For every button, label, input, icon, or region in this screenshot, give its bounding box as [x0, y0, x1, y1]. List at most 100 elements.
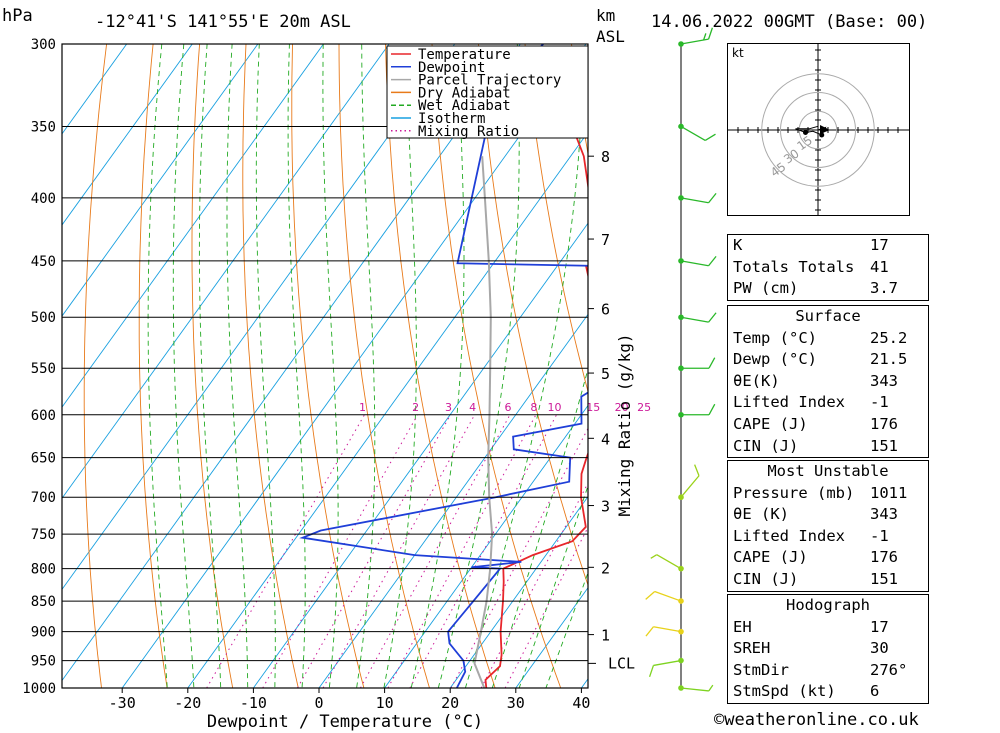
- most-unstable-value: 343: [870, 505, 898, 524]
- mixing-ratio-line: [480, 481, 588, 688]
- wet-adiabat-line: [287, 44, 306, 688]
- mixing-ratio-label: 4: [469, 401, 476, 414]
- dry-adiabat-line: [478, 44, 588, 587]
- surface-row: Lifted Index -1: [728, 392, 928, 414]
- hodograph-value: 6: [870, 682, 880, 701]
- index-value: 17: [870, 236, 889, 254]
- index-value: 41: [870, 257, 889, 276]
- wind-barb-shaft: [680, 316, 709, 323]
- storm-motion-marker: [820, 125, 830, 134]
- pressure-tick-label: 550: [31, 361, 56, 377]
- wind-barb-shaft: [680, 475, 700, 498]
- dry-adiabat-line: [932, 7, 1000, 714]
- dry-adiabat-line: [338, 44, 430, 688]
- wet-adiabat-line: [255, 44, 276, 688]
- wind-barb: [678, 192, 717, 204]
- pressure-unit-label: hPa: [2, 6, 33, 26]
- legend-label: Temperature: [418, 47, 511, 63]
- surface-value: 21.5: [870, 350, 908, 369]
- surface-row: CIN (J) 151: [728, 436, 928, 458]
- wind-barb-flag: [708, 192, 717, 204]
- mixing-ratio-label: 6: [504, 401, 511, 414]
- wet-adiabat-line: [545, 571, 588, 688]
- pressure-tick-label: 600: [31, 408, 56, 424]
- wet-adiabat-line: [322, 44, 339, 688]
- pressure-tick-label: 900: [31, 625, 56, 641]
- km-tick-label: 6: [601, 301, 610, 319]
- wind-barb-flag: [645, 626, 654, 637]
- most-unstable-panel: Most Unstable Pressure (mb) 1011 θE (K) 343…: [727, 460, 929, 592]
- wind-barb: [678, 684, 714, 692]
- wind-barb-flag: [650, 554, 658, 559]
- most-unstable-value: 176: [870, 548, 898, 567]
- x-tick-label: -30: [109, 694, 136, 712]
- wind-barb: [678, 123, 716, 142]
- surface-label: Temp (°C): [733, 328, 817, 347]
- isotherm-line: [62, 44, 325, 408]
- wind-barb: [648, 657, 684, 678]
- most-unstable-label: θE (K): [733, 505, 789, 524]
- profile-dewpoint: [299, 44, 588, 688]
- isotherm-line: [62, 44, 128, 135]
- mixing-ratio-line: [206, 414, 365, 688]
- hodograph-row: StmDir 276°: [728, 660, 928, 682]
- most-unstable-value: -1: [870, 526, 889, 545]
- hodograph-label: StmSpd (kt): [733, 682, 836, 701]
- profile-temperature: [484, 106, 588, 688]
- legend-label: Dry Adiabat: [418, 85, 511, 101]
- wind-barb: [678, 464, 700, 501]
- pressure-tick-label: 750: [31, 527, 56, 543]
- right-axis-label: Mixing Ratio (g/kg): [615, 333, 634, 516]
- most-unstable-row: Pressure (mb) 1011: [728, 483, 928, 505]
- surface-label: CAPE (J): [733, 414, 808, 433]
- x-tick-label: -10: [240, 694, 267, 712]
- wind-barb-flag: [708, 403, 716, 416]
- pressure-tick-label: 650: [31, 451, 56, 467]
- wind-barb-flag: [694, 464, 700, 477]
- hodograph-row: EH 17: [728, 617, 928, 639]
- most-unstable-row: θE (K) 343: [728, 504, 928, 526]
- hodograph-value: 30: [870, 639, 889, 658]
- km-tick-label: 1: [601, 627, 610, 645]
- mixing-ratio-line: [409, 414, 557, 688]
- surface-row: Dewp (°C) 21.5: [728, 349, 928, 371]
- isotherm-line: [384, 404, 588, 688]
- dry-adiabat-line: [431, 44, 562, 688]
- wind-barb-shaft: [653, 659, 682, 667]
- wind-barb-flag: [648, 665, 655, 678]
- profile-parcel-trajectory: [473, 156, 494, 688]
- mixing-ratio-label: 20: [615, 401, 629, 414]
- isotherm-line: [0, 0, 131, 714]
- legend-label: Mixing Ratio: [418, 124, 519, 140]
- mixing-ratio-label: 25: [637, 401, 651, 414]
- mixing-ratio-label: 10: [548, 401, 562, 414]
- wind-barb-flag: [645, 591, 656, 600]
- hodograph-value: 276°: [870, 660, 908, 679]
- wind-barb: [678, 255, 717, 267]
- legend-label: Parcel Trajectory: [418, 73, 561, 89]
- wet-adiabat-line: [518, 484, 588, 688]
- dry-adiabat-line: [291, 44, 365, 688]
- surface-row: Temp (°C) 25.2: [728, 328, 928, 350]
- isotherm-line: [62, 44, 193, 226]
- km-tick-label: 4: [601, 430, 610, 448]
- wind-barb: [678, 357, 716, 372]
- x-tick-label: 0: [314, 694, 323, 712]
- hodograph-title: Hodograph: [786, 596, 870, 614]
- wind-barb-flag: [708, 255, 717, 267]
- hodograph-value: 17: [870, 617, 889, 636]
- hodograph-label: SREH: [733, 639, 771, 658]
- most-unstable-label: Lifted Index: [733, 526, 845, 545]
- lcl-label: LCL: [608, 654, 635, 672]
- hodograph-panel: Hodograph EH 17 SREH 30 StmDir 276° StmSpd (kt…: [727, 594, 929, 704]
- surface-value: 25.2: [870, 328, 908, 347]
- surface-panel: Surface Temp (°C) 25.2 Dewp (°C) 21.5 θE(K) 3…: [727, 305, 929, 459]
- wind-barb-flag: [707, 27, 714, 40]
- isotherm-line: [187, 131, 588, 688]
- hodograph-ring: [780, 92, 856, 168]
- pressure-tick-label: 850: [31, 594, 56, 610]
- surface-label: CIN (J): [733, 436, 799, 455]
- x-axis-label: Dewpoint / Temperature (°C): [207, 712, 483, 732]
